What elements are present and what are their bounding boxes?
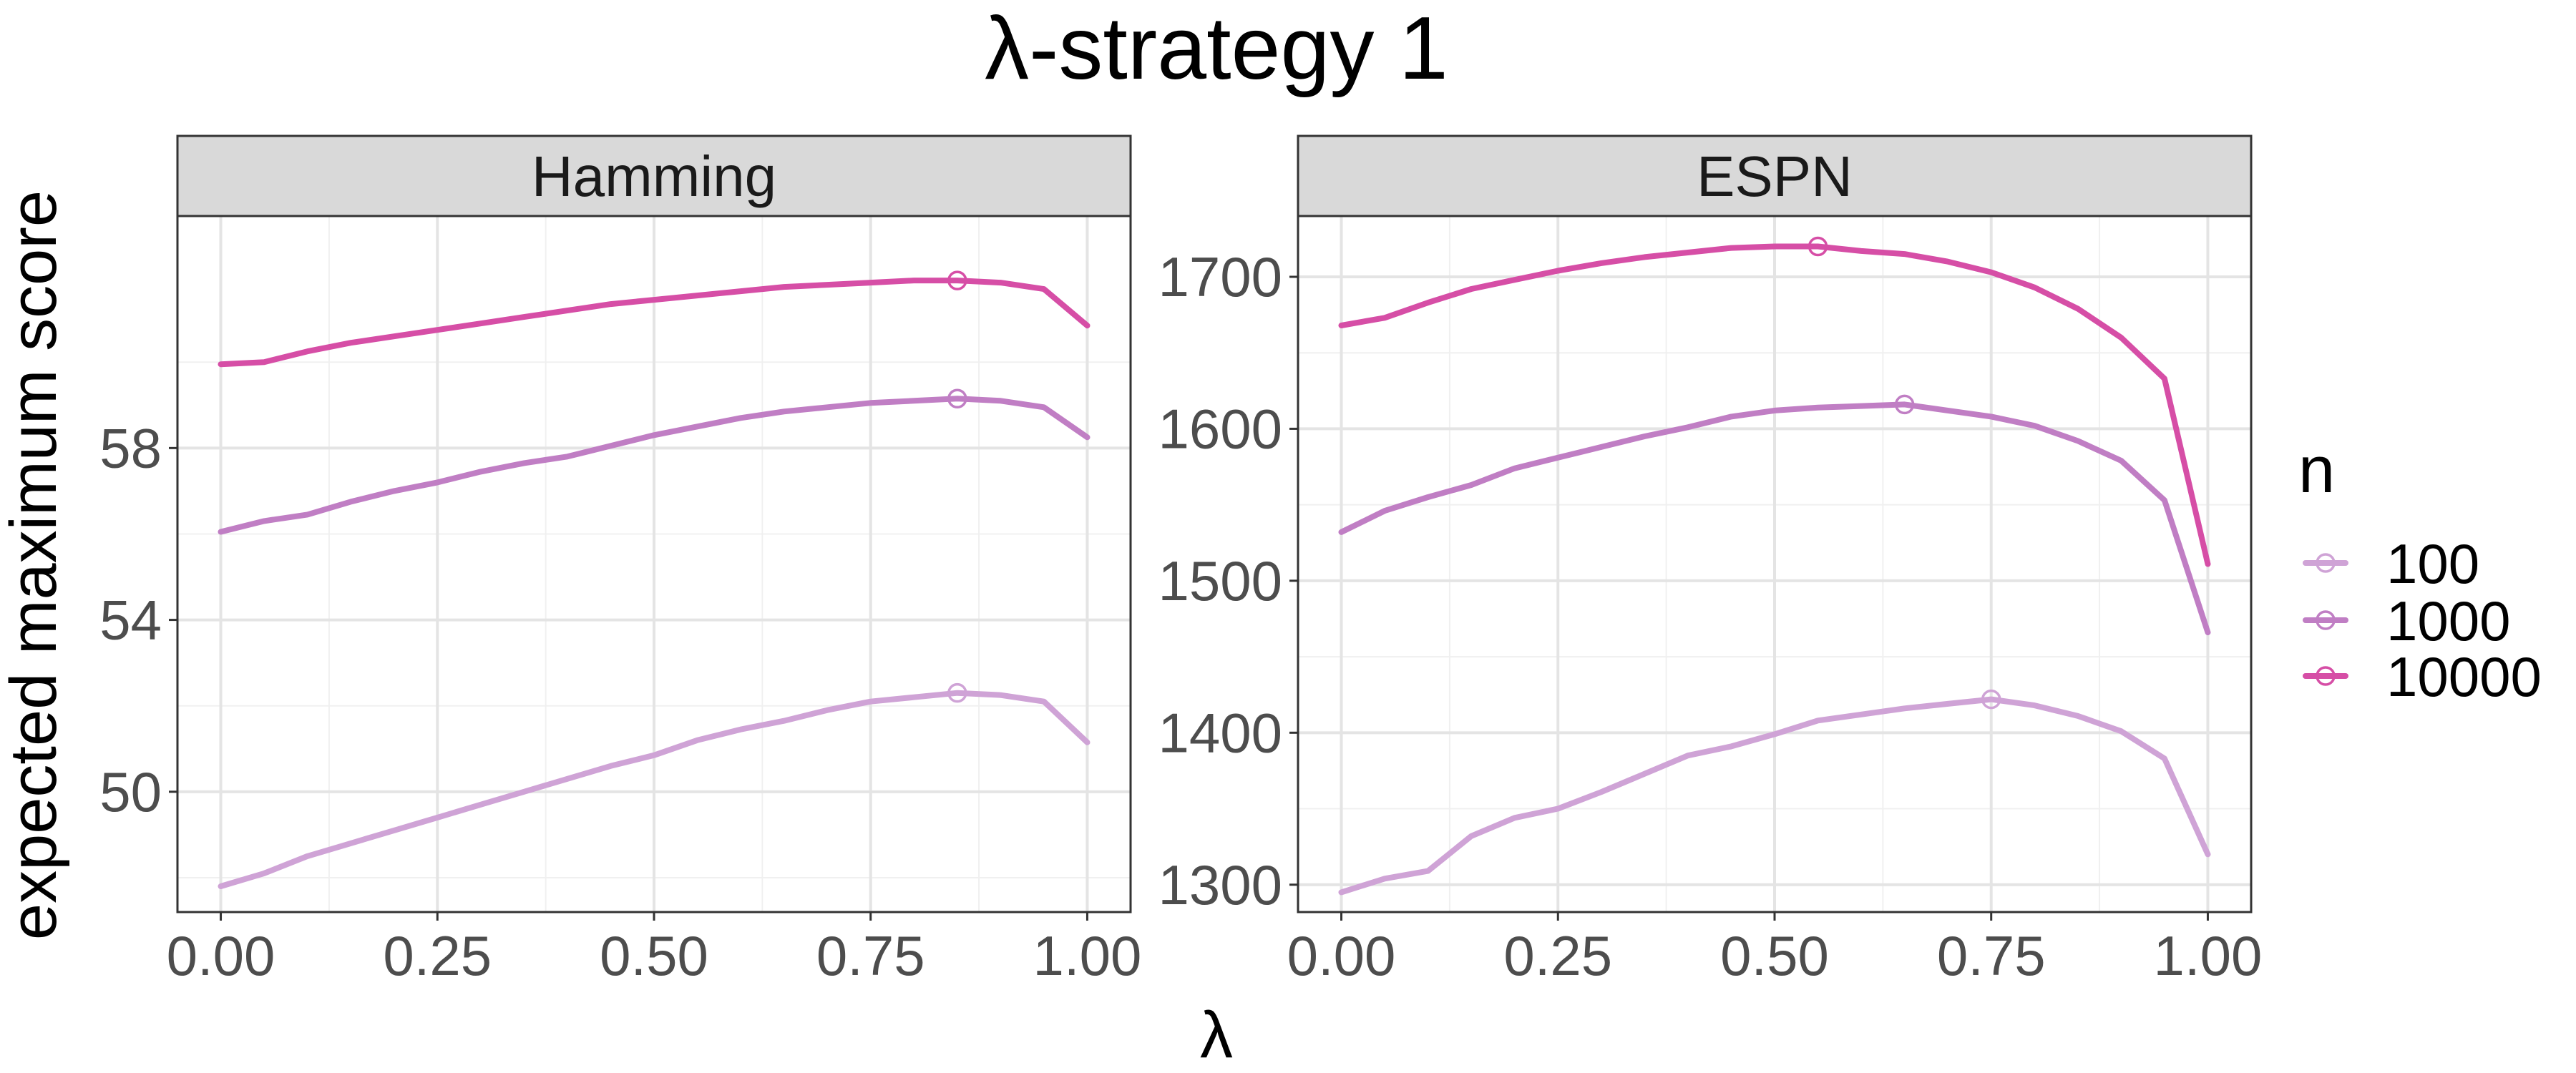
legend-title: n [2298, 433, 2335, 506]
legend-item-n-1000: 1000 [2303, 589, 2511, 652]
series-line-n-100 [218, 690, 1091, 889]
series-line-n-100 [1338, 696, 2211, 896]
y-tick-label: 50 [99, 760, 162, 823]
optimum-marker-n-1000 [1894, 394, 1915, 415]
series-line-n-1000 [218, 396, 1091, 535]
y-tick-label: 1300 [1158, 853, 1282, 916]
strip-label: ESPN [1697, 144, 1853, 208]
legend-label: 1000 [2386, 589, 2511, 652]
legend-label: 10000 [2386, 645, 2542, 708]
x-tick-label: 0.50 [600, 924, 708, 987]
series-line-n-10000 [218, 278, 1091, 368]
x-tick-label: 1.00 [2154, 924, 2263, 987]
x-tick-label: 0.75 [1937, 924, 2046, 987]
y-tick-label: 54 [99, 589, 162, 652]
legend-item-n-100: 100 [2303, 532, 2479, 595]
optimum-marker-n-100 [947, 682, 967, 703]
optimum-marker-n-1000 [947, 388, 967, 409]
x-tick-label: 1.00 [1033, 924, 1142, 987]
strip-label: Hamming [532, 144, 776, 208]
panel-hamming: Hamming 50 54 58 0.00 0.25 0.50 0.75 1.00 [99, 134, 1142, 987]
panels-group: Hamming 50 54 58 0.00 0.25 0.50 0.75 1.00 ESPN 130… [99, 134, 2263, 987]
y-axis-title: expected maximum score [0, 190, 70, 940]
y-tick-label: 1600 [1158, 397, 1282, 460]
chart-title: λ-strategy 1 [985, 0, 1448, 98]
optimum-marker-n-10000 [1807, 236, 1828, 257]
series-line-n-1000 [1338, 401, 2211, 636]
y-tick-label: 58 [99, 416, 162, 479]
optimum-marker-n-100 [1981, 689, 2001, 710]
x-tick-label: 0.50 [1720, 924, 1829, 987]
panel-espn: ESPN 1300 1400 1500 1600 1700 0.00 0.25 0.50 0.75… [1158, 134, 2263, 987]
optimum-marker-n-10000 [947, 270, 967, 290]
series-line-n-10000 [1338, 243, 2211, 567]
x-tick-label: 0.25 [383, 924, 492, 987]
legend-label: 100 [2386, 532, 2479, 595]
x-tick-label: 0.75 [816, 924, 925, 987]
y-tick-label: 1700 [1158, 245, 1282, 308]
legend-key-marker [2316, 553, 2336, 573]
legend-item-n-10000: 10000 [2303, 645, 2542, 708]
x-tick-label: 0.00 [1287, 924, 1396, 987]
legend-key-marker [2316, 666, 2336, 686]
x-tick-label: 0.00 [167, 924, 275, 987]
strip-background [1297, 134, 2253, 217]
x-axis-title: λ [1200, 999, 1233, 1072]
x-tick-label: 0.25 [1503, 924, 1612, 987]
y-tick-label: 1500 [1158, 549, 1282, 612]
strip-background [176, 134, 1132, 217]
legend-key-marker [2316, 610, 2336, 630]
y-tick-label: 1400 [1158, 701, 1282, 764]
